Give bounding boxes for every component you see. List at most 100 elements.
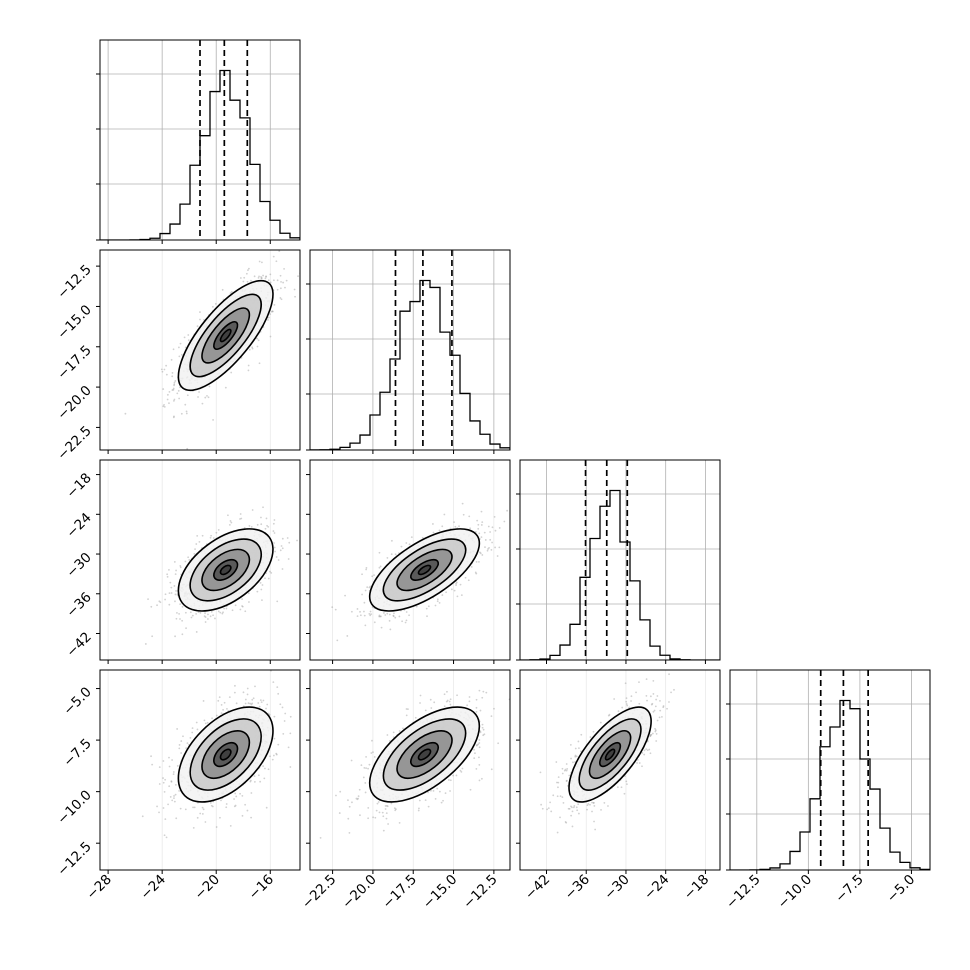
sample-point [189, 736, 192, 739]
sample-point [395, 808, 397, 811]
sample-point [202, 808, 205, 811]
sample-point [368, 586, 371, 589]
sample-point [468, 696, 471, 698]
sample-point [283, 720, 286, 722]
sample-point [487, 525, 490, 528]
x-tick-label: −20 [192, 872, 223, 903]
sample-point [227, 514, 229, 517]
sample-point [176, 765, 179, 767]
sample-point [179, 603, 182, 606]
sample-point [293, 288, 296, 291]
sample-point [193, 553, 196, 555]
sample-point [221, 288, 224, 291]
x-tick-label: −22.5 [299, 872, 340, 913]
sample-point [469, 527, 472, 530]
sample-point [350, 759, 353, 762]
sample-point [361, 573, 363, 576]
sample-point [455, 774, 458, 777]
sample-point [384, 805, 387, 807]
sample-point [276, 600, 279, 603]
sample-point [372, 751, 374, 754]
sample-point [506, 509, 509, 512]
sample-point [171, 799, 174, 802]
y-tick-label: −30 [63, 550, 94, 581]
sample-point [405, 611, 408, 613]
sample-point [378, 614, 381, 617]
sample-point [194, 548, 196, 551]
sample-point [367, 817, 370, 820]
sample-point [365, 566, 368, 569]
sample-point [419, 702, 421, 704]
sample-point [249, 780, 252, 783]
sample-point [192, 826, 195, 829]
sample-point [166, 575, 169, 578]
sample-point [438, 601, 441, 604]
sample-point [212, 537, 215, 539]
sample-point [244, 610, 247, 613]
sample-point [177, 389, 180, 392]
sample-point [436, 787, 439, 790]
sample-point [475, 710, 478, 713]
sample-point [267, 577, 270, 580]
sample-point [229, 520, 232, 522]
sample-point [273, 715, 276, 718]
sample-point [347, 817, 350, 820]
sample-point [338, 812, 341, 814]
sample-point [269, 570, 271, 573]
sample-point [280, 280, 282, 283]
sample-point [552, 794, 555, 797]
hist-panel-2 [516, 459, 721, 664]
sample-point [184, 403, 187, 406]
sample-point [359, 814, 361, 817]
sample-point [176, 392, 179, 395]
sample-point [367, 767, 369, 770]
sample-point [265, 275, 268, 278]
sample-point [394, 809, 397, 812]
sample-point [371, 739, 373, 742]
y-tick-label: −36 [63, 589, 94, 620]
sample-point [169, 796, 172, 798]
sample-point [262, 506, 264, 509]
sample-point [467, 579, 470, 582]
sample-point [379, 565, 382, 568]
sample-point [271, 758, 274, 761]
sample-point [198, 540, 201, 543]
sample-point [241, 605, 243, 607]
sample-point [184, 560, 187, 563]
sample-point [484, 546, 486, 549]
sample-point [408, 614, 410, 617]
sample-point [162, 781, 165, 784]
sample-point [459, 769, 462, 772]
sample-point [541, 807, 544, 810]
density-peak [417, 748, 432, 761]
sample-point [277, 743, 280, 746]
sample-point [450, 588, 453, 591]
sample-point [474, 752, 476, 755]
sample-point [351, 801, 353, 804]
sample-point [364, 624, 367, 627]
sample-point [455, 582, 457, 585]
sample-point [164, 778, 167, 781]
sample-point [645, 678, 648, 681]
sample-point [355, 797, 358, 800]
sample-point [233, 691, 236, 694]
sample-point [207, 396, 210, 399]
sample-point [170, 358, 173, 361]
sample-point [204, 722, 207, 725]
sample-point [511, 524, 513, 526]
sample-point [662, 706, 665, 709]
sample-point [234, 792, 237, 795]
sample-point [212, 614, 214, 617]
sample-point [392, 615, 395, 618]
sample-point [368, 763, 371, 766]
sample-point [272, 754, 275, 757]
sample-point [251, 509, 254, 511]
sample-point [434, 604, 437, 607]
sample-point [278, 250, 281, 252]
sample-point [277, 692, 280, 695]
sample-point [257, 702, 260, 704]
scatter-panel-2-0: −42−36−30−24−18 [63, 459, 301, 664]
sample-point [358, 788, 361, 791]
sample-point [482, 734, 485, 737]
sample-point [199, 311, 201, 313]
